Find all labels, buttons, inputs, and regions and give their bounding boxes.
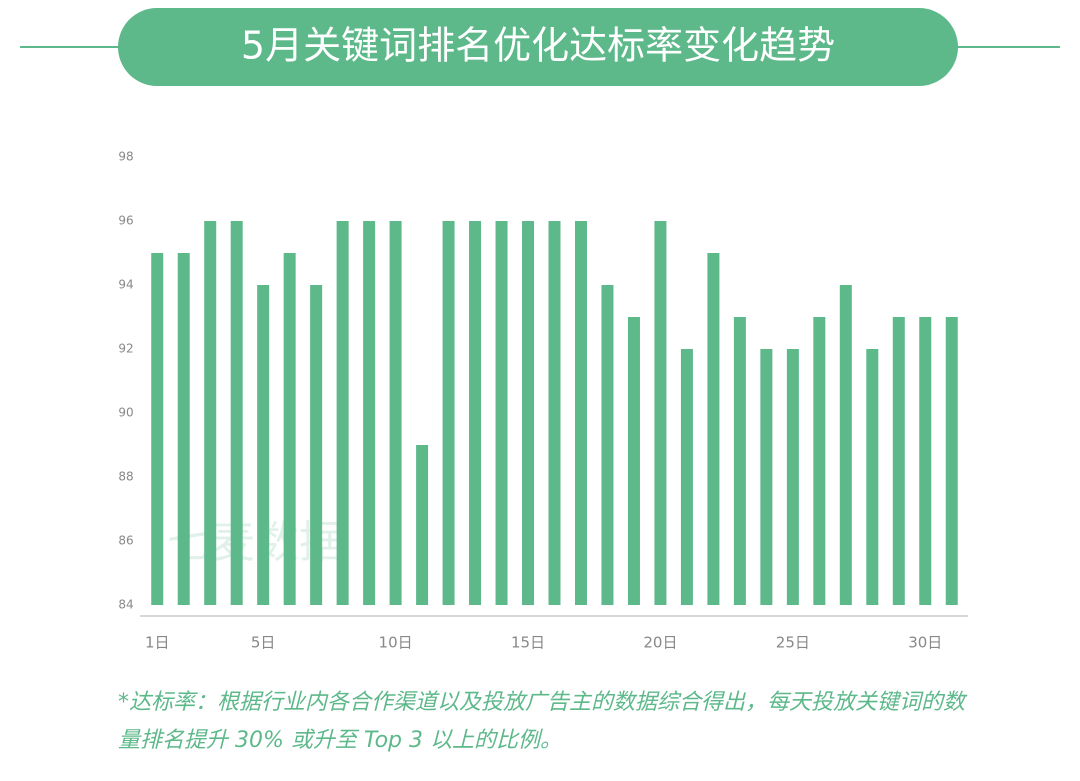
- y-tick-label: 94: [118, 278, 133, 292]
- title-banner: [118, 8, 958, 86]
- y-tick-label: 86: [118, 534, 133, 548]
- footnote: *达标率：根据行业内各合作渠道以及投放广告主的数据综合得出，每天投放关键词的数量…: [118, 690, 966, 753]
- bar: [522, 221, 535, 605]
- chart-title: 5月关键词排名优化达标率变化趋势: [241, 24, 835, 68]
- x-tick-label: 30日: [908, 634, 942, 652]
- bar: [204, 221, 217, 605]
- bar: [680, 349, 693, 605]
- bar: [813, 317, 826, 605]
- bar: [442, 221, 455, 605]
- y-tick-label: 84: [118, 598, 133, 612]
- x-tick-label: 10日: [379, 634, 413, 652]
- bar: [733, 317, 746, 605]
- bar: [363, 221, 376, 605]
- bar: [548, 221, 561, 605]
- bar: [707, 253, 720, 605]
- bar: [283, 253, 296, 605]
- bar: [177, 253, 190, 605]
- bar: [945, 317, 958, 605]
- y-tick-label: 90: [118, 406, 133, 420]
- x-tick-label: 1日: [145, 634, 170, 652]
- x-tick-label: 15日: [511, 634, 545, 652]
- bar: [892, 317, 905, 605]
- bar: [627, 317, 640, 605]
- x-tick-label: 20日: [643, 634, 677, 652]
- bar: [866, 349, 879, 605]
- y-tick-label: 98: [118, 150, 133, 164]
- bar: [574, 221, 587, 605]
- y-tick-label: 92: [118, 342, 133, 356]
- bar: [336, 221, 349, 605]
- bar: [416, 445, 429, 605]
- y-tick-label: 88: [118, 470, 133, 484]
- bar: [919, 317, 932, 605]
- bar: [230, 221, 243, 605]
- x-tick-label: 5日: [251, 634, 276, 652]
- bar: [760, 349, 773, 605]
- y-tick-label: 96: [118, 214, 133, 228]
- bar: [257, 285, 270, 605]
- bar: [310, 285, 323, 605]
- bar: [786, 349, 799, 605]
- bar: [389, 221, 402, 605]
- bar: [495, 221, 508, 605]
- bar: [654, 221, 667, 605]
- bar: [839, 285, 852, 605]
- x-tick-label: 25日: [776, 634, 810, 652]
- bar: [469, 221, 482, 605]
- bar: [601, 285, 614, 605]
- bar: [151, 253, 164, 605]
